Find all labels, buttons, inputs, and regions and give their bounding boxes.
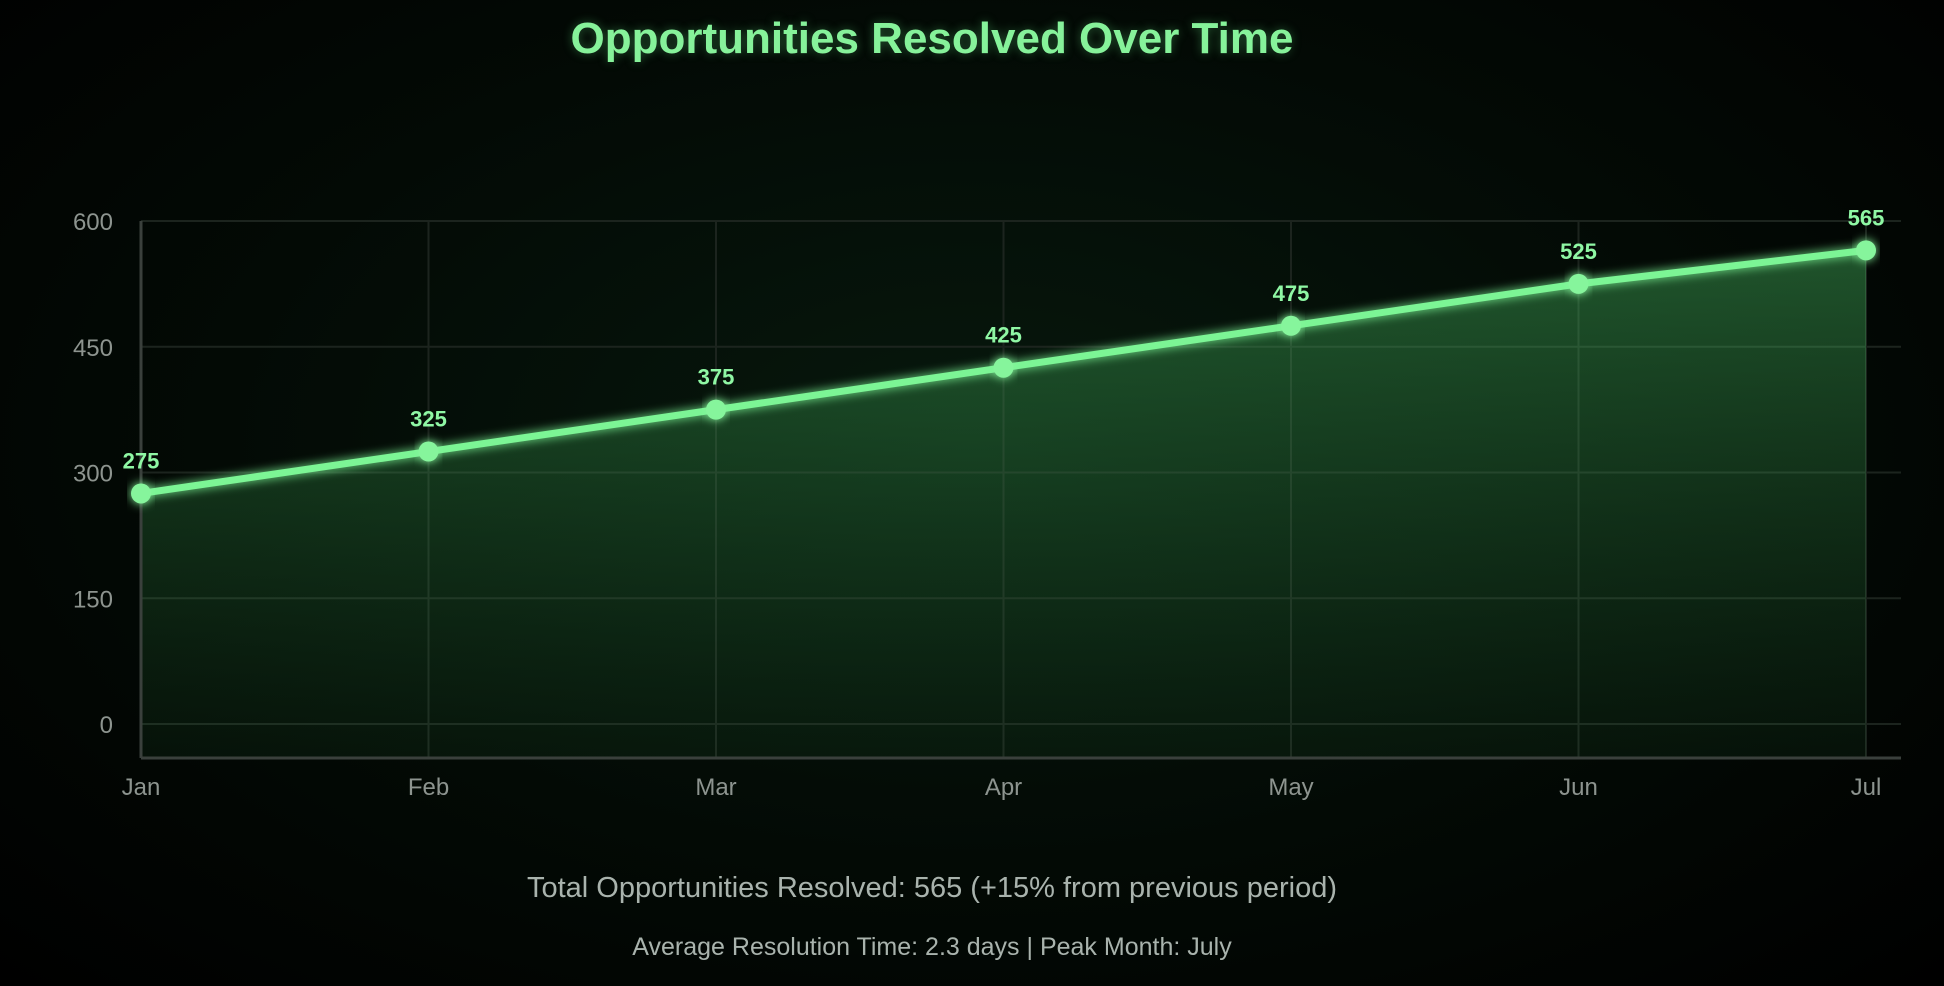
x-tick-label: Jan [122, 774, 161, 801]
data-point [993, 357, 1014, 378]
x-tick-label: Feb [408, 774, 449, 801]
data-point [706, 399, 726, 420]
x-tick-label: May [1268, 774, 1313, 801]
data-label: 525 [1560, 239, 1597, 264]
y-tick-label: 150 [73, 586, 113, 613]
area-fill-path [141, 250, 1866, 758]
data-label: 565 [1848, 205, 1885, 230]
x-tick-label: Jul [1851, 774, 1882, 801]
data-label: 325 [410, 407, 447, 432]
resolution-stats: Average Resolution Time: 2.3 days | Peak… [632, 933, 1232, 961]
chart-title: Opportunities Resolved Over Time [570, 14, 1294, 63]
data-label: 425 [985, 323, 1022, 348]
x-tick-label: Mar [695, 774, 736, 801]
y-tick-label: 0 [100, 712, 113, 739]
data-point [1568, 273, 1589, 294]
y-tick-label: 300 [73, 461, 113, 488]
data-point [418, 441, 439, 462]
x-tick-label: Jun [1559, 774, 1598, 801]
y-tick-label: 600 [73, 209, 113, 236]
data-label: 475 [1273, 281, 1310, 306]
x-tick-label: Apr [985, 774, 1022, 801]
data-points [131, 240, 1876, 504]
tick-labels: 0 150 300 450 600 Jan Feb Mar Apr May Jun Jul [73, 209, 1881, 801]
data-point [1856, 240, 1876, 261]
data-labels: 275 325 375 425 475 525 565 [123, 205, 1885, 473]
area-fill [141, 250, 1866, 758]
data-point [131, 483, 151, 504]
data-point [1281, 315, 1301, 336]
data-label: 375 [698, 365, 735, 390]
total-summary: Total Opportunities Resolved: 565 (+15% … [526, 872, 1337, 904]
y-tick-label: 450 [73, 335, 113, 362]
data-label: 275 [123, 448, 160, 473]
